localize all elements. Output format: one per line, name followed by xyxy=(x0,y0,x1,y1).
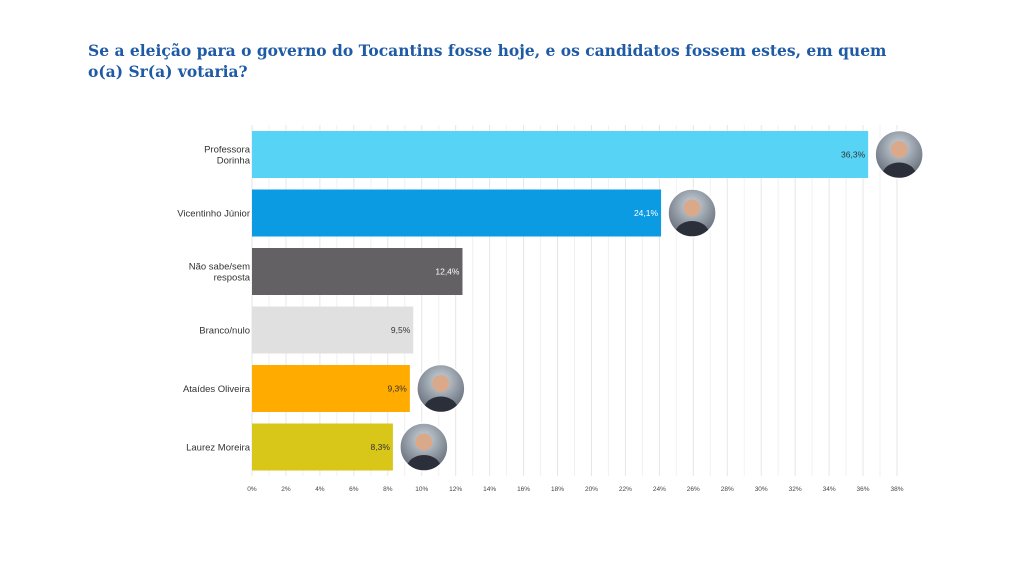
x-tick-label: 30% xyxy=(755,486,768,493)
x-tick-label: 10% xyxy=(415,486,428,493)
candidate-photo xyxy=(667,188,717,238)
bar xyxy=(252,131,869,178)
x-tick-label: 20% xyxy=(585,486,598,493)
category-label: Branco/nulo xyxy=(199,326,250,337)
x-tick-label: 14% xyxy=(483,486,496,493)
data-label: 9,5% xyxy=(391,325,411,335)
x-axis-ticks: 0% 2% 4% 6% 8% 10% 12% 14% 16% 18% 20% 22% 24% 26% 28%… xyxy=(247,486,903,493)
bars-layer xyxy=(252,131,869,471)
bar xyxy=(252,423,393,471)
category-label: Laurez Moreira xyxy=(186,443,251,454)
x-tick-label: 28% xyxy=(721,486,734,493)
category-label: Não sabe/sem resposta xyxy=(189,262,251,284)
x-tick-label: 16% xyxy=(517,486,530,493)
x-tick-label: 22% xyxy=(619,486,632,493)
category-label: Professora Dorinha xyxy=(204,145,251,167)
data-label: 12,4% xyxy=(435,267,460,277)
x-tick-label: 32% xyxy=(789,486,802,493)
x-tick-label: 6% xyxy=(349,486,359,493)
x-tick-label: 12% xyxy=(449,486,462,493)
labels-layer: 36,3% Professora Dorinha 24,1% Vicentinho Jú… xyxy=(177,129,924,472)
data-label: 36,3% xyxy=(841,150,866,160)
bar xyxy=(252,306,414,354)
candidate-photo xyxy=(874,129,924,180)
x-tick-label: 36% xyxy=(857,486,870,493)
bar xyxy=(252,189,662,237)
x-tick-label: 24% xyxy=(653,486,666,493)
x-tick-label: 34% xyxy=(823,486,836,493)
x-tick-label: 8% xyxy=(383,486,393,493)
candidate-photo xyxy=(399,422,449,472)
x-tick-label: 18% xyxy=(551,486,564,493)
x-tick-label: 4% xyxy=(315,486,325,493)
x-tick-label: 26% xyxy=(687,486,700,493)
data-label: 8,3% xyxy=(371,442,391,452)
bar xyxy=(252,365,410,412)
chart-title: Se a eleição para o governo do Tocantins… xyxy=(88,41,887,81)
bar xyxy=(252,248,463,295)
category-label: Ataídes Oliveira xyxy=(183,384,251,395)
category-label: Vicentinho Júnior xyxy=(177,209,250,220)
grid-layer xyxy=(251,125,898,476)
x-tick-label: 0% xyxy=(247,486,257,493)
x-tick-label: 2% xyxy=(281,486,291,493)
candidate-photo xyxy=(416,363,466,414)
data-label: 9,3% xyxy=(387,384,407,394)
x-tick-label: 38% xyxy=(890,486,903,493)
data-label: 24,1% xyxy=(634,208,659,218)
